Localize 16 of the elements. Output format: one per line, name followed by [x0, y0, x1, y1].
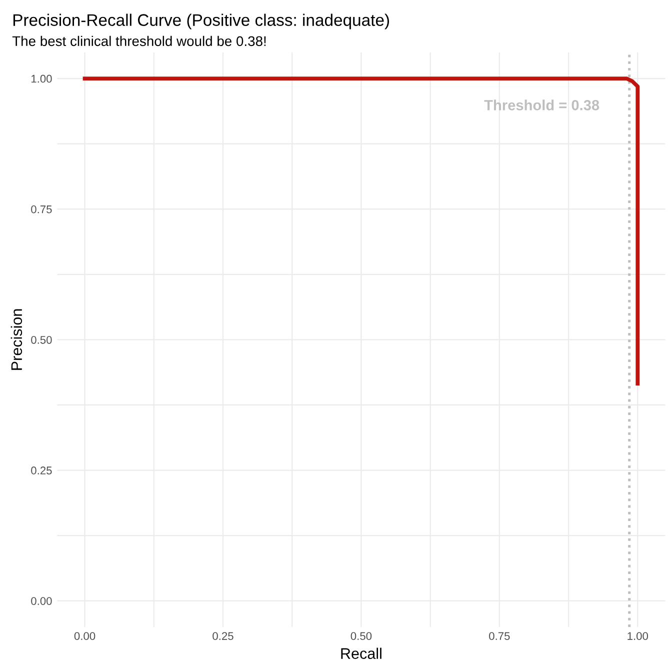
y-tick-label: 0.25 — [31, 466, 52, 474]
x-tick-label: 1.00 — [628, 632, 648, 640]
x-tick-label: 0.75 — [489, 632, 510, 640]
x-tick-label: 0.00 — [74, 632, 96, 640]
annotation: Threshold = 0.38 — [484, 100, 600, 110]
x-tick-label: 0.25 — [212, 632, 234, 640]
chart-subtitle: The best clinical threshold would be 0.38! — [12, 36, 266, 46]
x-axis-title: Recall — [341, 648, 382, 659]
y-tick-label: 1.00 — [31, 74, 52, 83]
chart-title: Precision-Recall Curve (Positive class: inadequate) — [13, 14, 389, 30]
x-tick-label: 0.50 — [350, 632, 372, 640]
y-tick-label: 0.75 — [31, 205, 52, 214]
y-axis-title: Precision — [10, 309, 22, 370]
line-series — [82, 76, 640, 386]
y-tick-label: 0.00 — [31, 597, 52, 605]
y-tick-label: 0.50 — [31, 336, 52, 344]
